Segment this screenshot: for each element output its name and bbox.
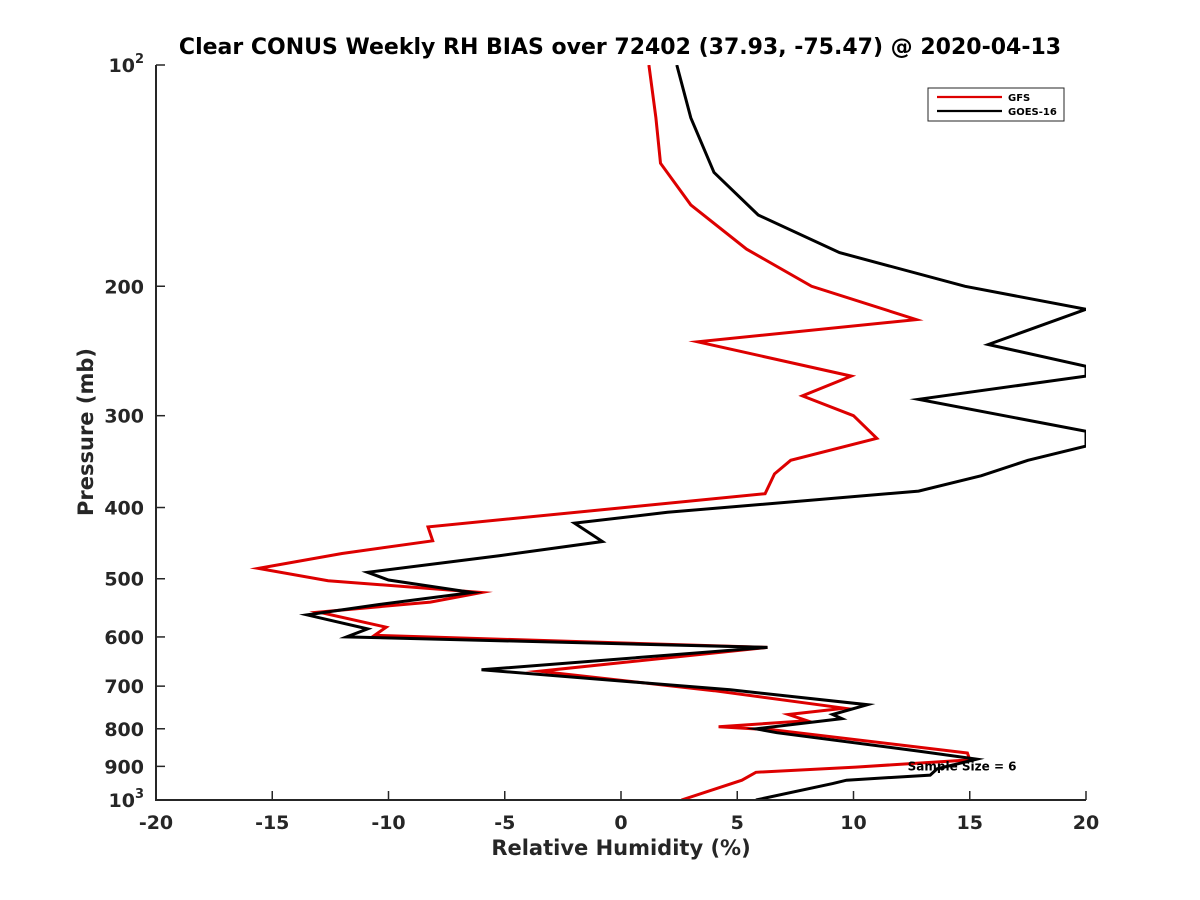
x-tick-label: 0 <box>614 812 627 834</box>
plot-area <box>156 65 1086 800</box>
x-tick-label: 15 <box>957 812 983 834</box>
x-tick-label: -5 <box>494 812 515 834</box>
legend-box <box>927 87 1065 122</box>
y-tick-label: 700 <box>104 676 144 698</box>
x-tick-label: 10 <box>840 812 866 834</box>
y-tick-label: 900 <box>104 756 144 778</box>
y-axis-label: Pressure (mb) <box>74 348 98 516</box>
legend-label-goes16: GOES-16 <box>1008 107 1057 118</box>
y-tick-label: 103 <box>109 787 145 812</box>
y-tick-label: 300 <box>104 406 144 428</box>
legend-label-gfs: GFS <box>1008 93 1030 104</box>
chart-title: Clear CONUS Weekly RH BIAS over 72402 (3… <box>179 35 1061 60</box>
legend: GFS GOES-16 <box>927 87 1065 122</box>
x-axis: -20 -15 -10 -5 0 5 10 15 20 <box>139 791 1099 834</box>
y-tick-label: 400 <box>104 498 144 520</box>
y-tick-label: 500 <box>104 569 144 591</box>
x-tick-label: -10 <box>371 812 405 834</box>
y-tick-label: 800 <box>104 719 144 741</box>
sample-size-annotation: Sample Size = 6 <box>908 759 1017 773</box>
y-tick-label: 200 <box>104 276 144 298</box>
x-tick-label: 5 <box>731 812 744 834</box>
y-tick-label: 600 <box>104 627 144 649</box>
y-axis: 102 200 300 400 500 600 700 800 900 103 <box>104 52 165 812</box>
x-tick-label: -20 <box>139 812 173 834</box>
series-line-goes16 <box>298 65 1086 800</box>
series-layer <box>249 65 1086 800</box>
y-tick-label: 102 <box>109 52 145 77</box>
x-axis-label: Relative Humidity (%) <box>491 836 750 860</box>
x-tick-label: 20 <box>1073 812 1099 834</box>
x-tick-label: -15 <box>255 812 289 834</box>
